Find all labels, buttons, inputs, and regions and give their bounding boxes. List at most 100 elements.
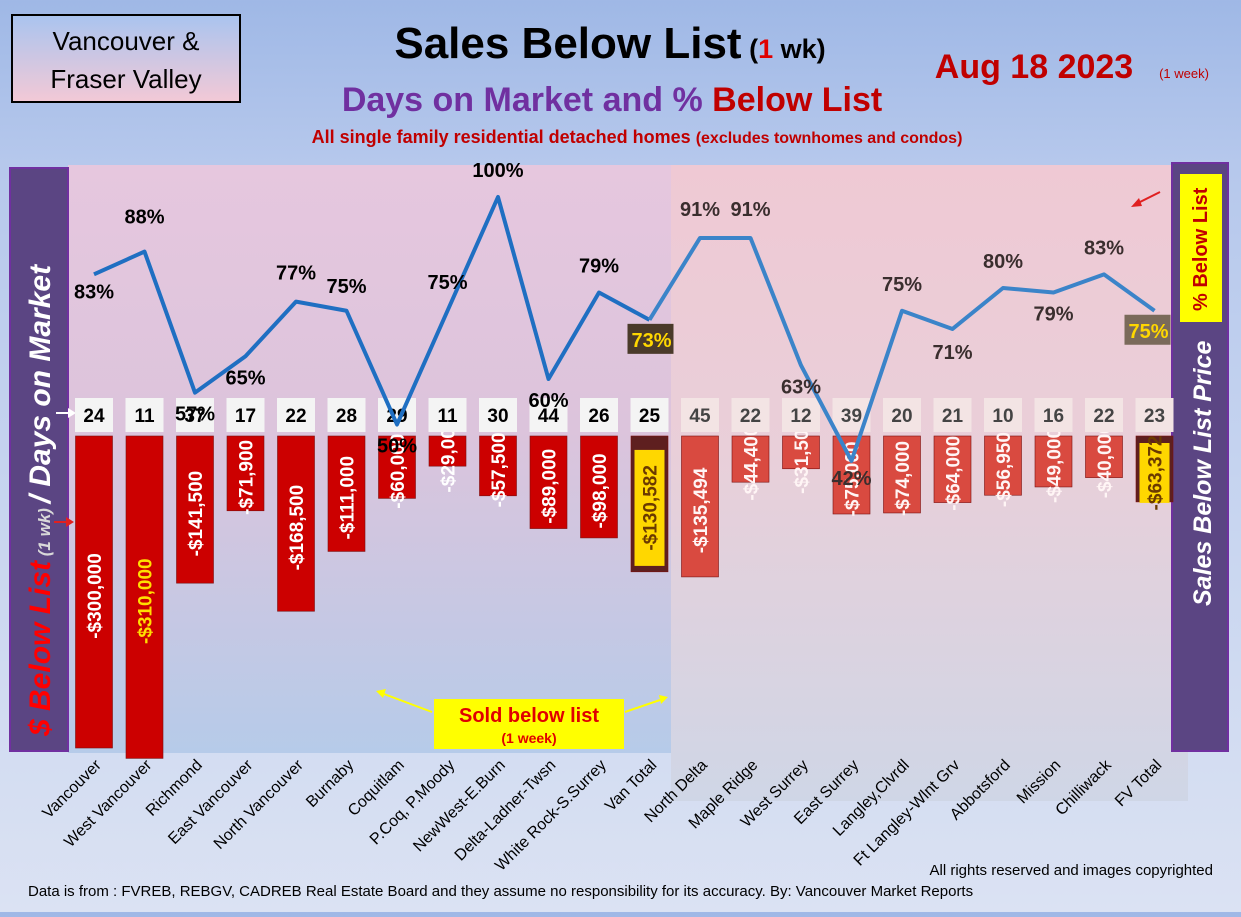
days-value-white-rock-s-surrey: 26 xyxy=(588,406,609,427)
days-value-burnaby: 28 xyxy=(336,406,357,427)
bar-value-label-west-vancouver: -$310,000 xyxy=(136,558,157,644)
bar-value-label-east-surrey: -$75,000 xyxy=(843,441,864,516)
bar-east-vancouver xyxy=(226,435,265,512)
pct-label-white-rock-s-surrey: 79% xyxy=(579,256,619,278)
bar-abbotsford xyxy=(984,435,1022,496)
days-value-richmond: 37 xyxy=(184,406,205,427)
footer-source: Data is from : FVREB, REBGV, CADREB Real… xyxy=(28,883,973,900)
pct-label-west-vancouver: 88% xyxy=(124,207,164,229)
bar-value-label-ft-langley-wlnt-grv: -$64,000 xyxy=(944,436,965,511)
bar-north-vancouver xyxy=(277,435,315,612)
line-series-fv xyxy=(647,235,1156,463)
chart-description: All single family residential detached h… xyxy=(312,127,963,147)
bar-value-label-vancouver: -$300,000 xyxy=(85,553,106,639)
bar-newwest-e-burn xyxy=(479,435,517,497)
days-box-abbotsford xyxy=(984,398,1022,432)
arrow-to-days-row xyxy=(56,408,76,418)
bar-value-label-langley-clvrdl: -$74,000 xyxy=(893,441,914,516)
days-box-north-delta xyxy=(681,398,719,432)
bar-maple-ridge xyxy=(731,435,770,483)
days-value-delta-ladner-twsn: 44 xyxy=(538,406,560,427)
region-line1: Vancouver & xyxy=(53,26,200,56)
bar-value-label-north-vancouver: -$168,500 xyxy=(287,485,308,571)
bar-langley-clvrdl xyxy=(883,435,921,514)
pct-label-newwest-e-burn: 100% xyxy=(472,160,523,182)
days-box-richmond xyxy=(176,398,214,432)
pct-label-coquitlam: 50% xyxy=(377,436,417,458)
line-layer: 83% 88% 57% 65% 77% 75% 50% 75% 100% 60% 79% 73% 91%… xyxy=(74,160,1171,490)
pct-label-chilliwack: 83% xyxy=(1084,237,1124,259)
bar-burnaby xyxy=(327,435,366,552)
days-value-north-vancouver: 22 xyxy=(285,406,306,427)
pct-label-ft-langley-wlnt-grv: 71% xyxy=(932,342,972,364)
pct-label-abbotsford: 80% xyxy=(983,251,1023,273)
bar-vancouver xyxy=(75,435,113,749)
days-box-p-coq-p-moody xyxy=(428,398,467,432)
plot-background-van xyxy=(68,165,671,753)
bar-value-label-newwest-e-burn: -$57,500 xyxy=(489,432,510,507)
bars-layer: -$300,000 -$310,000 -$141,500 -$71,900 -$168… xyxy=(75,418,1174,759)
bar-value-label-van-total: -$130,582 xyxy=(641,465,662,551)
pct-label-maple-ridge: 91% xyxy=(730,199,770,221)
sold-callout-line2: (1 week) xyxy=(501,730,556,746)
days-box-burnaby xyxy=(327,398,366,432)
pct-label-east-vancouver: 65% xyxy=(225,367,265,389)
days-value-west-surrey: 12 xyxy=(790,406,811,427)
days-box-white-rock-s-surrey xyxy=(580,398,618,432)
days-value-langley-clvrdl: 20 xyxy=(891,406,912,427)
region-line2: Fraser Valley xyxy=(50,64,201,94)
days-box-west-vancouver xyxy=(125,398,164,432)
pct-label-fv-total: 75% xyxy=(1128,321,1168,343)
pct-label-west-surrey: 63% xyxy=(781,376,821,398)
days-value-west-vancouver: 11 xyxy=(134,406,155,427)
days-box-vancouver xyxy=(75,398,113,432)
report-date: Aug 18 2023 xyxy=(935,48,1133,86)
days-box-van-total xyxy=(630,398,669,432)
days-value-east-vancouver: 17 xyxy=(235,406,256,427)
bar-east-surrey xyxy=(832,435,871,515)
category-label-north-vancouver: North Vancouver xyxy=(211,756,308,853)
pct-label-richmond: 57% xyxy=(175,404,215,426)
left-axis-panel xyxy=(9,167,69,752)
days-box-north-vancouver xyxy=(277,398,315,432)
pct-label-box-van-total xyxy=(627,323,674,354)
pct-label-delta-ladner-twsn: 60% xyxy=(528,390,568,412)
chart-title: Sales Below List (1 wk) xyxy=(394,19,825,68)
category-label-west-vancouver: West Vancouver xyxy=(61,756,155,850)
days-value-fv-total: 23 xyxy=(1144,406,1165,427)
days-value-north-delta: 45 xyxy=(689,406,711,427)
pct-label-north-delta: 91% xyxy=(680,199,720,221)
days-box-newwest-e-burn xyxy=(479,398,517,432)
bar-p-coq-p-moody xyxy=(428,435,467,467)
left-axis-label: $ Below List (1 wk) / Days on Market xyxy=(24,263,57,737)
bar-richmond xyxy=(176,435,214,584)
right-pct-label: % Below List xyxy=(1190,187,1212,311)
days-value-p-coq-p-moody: 11 xyxy=(437,406,458,427)
bar-delta-ladner-twsn xyxy=(529,435,568,529)
days-layer: 24 11 37 17 22 28 29 11 30 44 26 25 45 22 12 39 20 21 10 16… xyxy=(75,398,1174,432)
bar-value-label-fv-total: -$63,372 xyxy=(1146,435,1167,510)
right-pct-box xyxy=(1180,174,1222,322)
pct-label-east-surrey: 42% xyxy=(831,468,871,490)
pct-label-p-coq-p-moody: 75% xyxy=(427,272,467,294)
bar-value-label-north-delta: -$135,494 xyxy=(691,467,712,553)
plot-background-fv xyxy=(671,165,1188,801)
days-box-fv-total xyxy=(1135,398,1174,432)
bar-value-label-white-rock-s-surrey: -$98,000 xyxy=(590,453,611,528)
bar-value-label-maple-ridge: -$44,400 xyxy=(742,426,763,501)
days-box-delta-ladner-twsn xyxy=(529,398,568,432)
days-value-east-surrey: 39 xyxy=(841,406,862,427)
bar-value-label-east-vancouver: -$71,900 xyxy=(237,440,258,515)
days-box-east-vancouver xyxy=(226,398,265,432)
days-value-chilliwack: 22 xyxy=(1093,406,1114,427)
days-value-mission: 16 xyxy=(1043,406,1064,427)
bar-value-label-p-coq-p-moody: -$29,000 xyxy=(439,418,460,493)
days-box-maple-ridge xyxy=(731,398,770,432)
pct-label-van-total: 73% xyxy=(631,330,671,352)
region-box xyxy=(11,14,241,103)
bar-north-delta xyxy=(681,435,719,578)
days-value-abbotsford: 10 xyxy=(992,406,1013,427)
line-series-van xyxy=(93,195,651,427)
